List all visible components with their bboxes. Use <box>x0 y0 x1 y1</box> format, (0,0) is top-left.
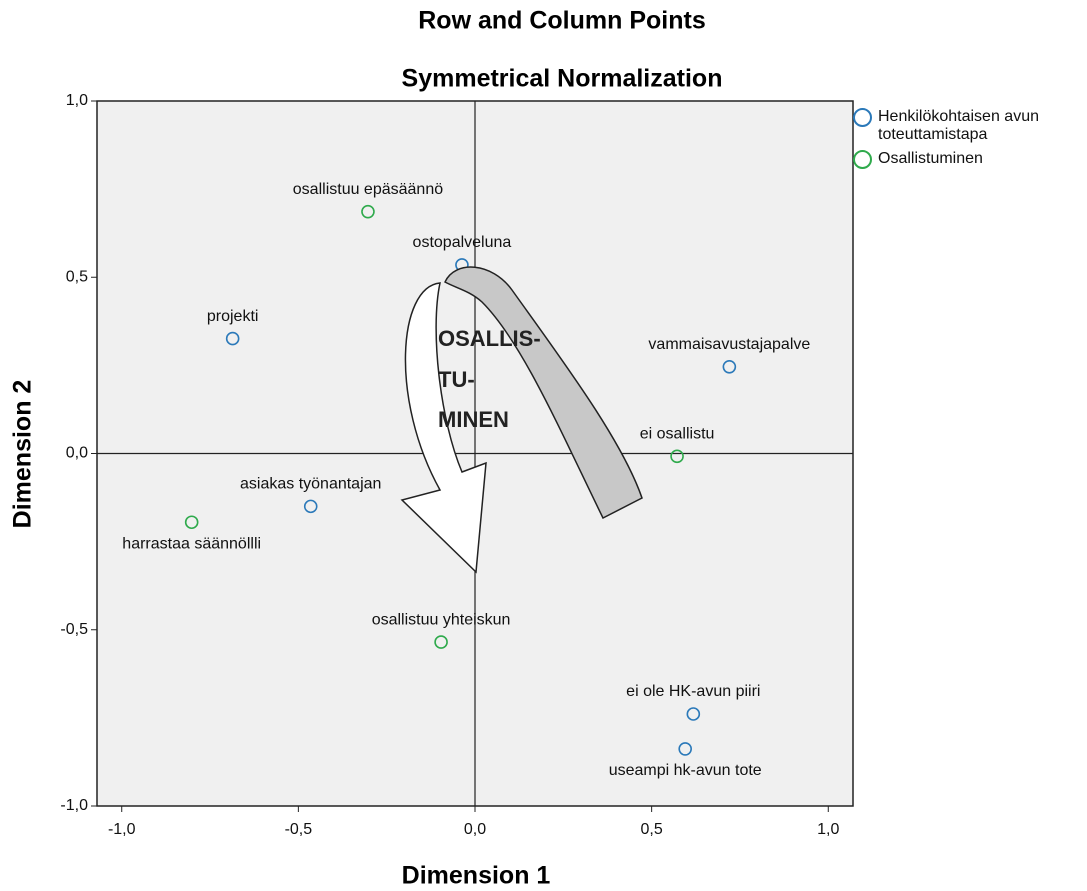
chart-title: Row and Column Points <box>418 7 706 35</box>
annotation: OSALLIS- <box>438 326 541 351</box>
point-label: osallistuu epäsäännö <box>293 181 443 198</box>
point <box>722 359 737 374</box>
point-label: asiakas työnantajan <box>240 476 381 493</box>
point <box>303 499 318 514</box>
x-tick-label: -1,0 <box>108 821 136 838</box>
annotation: TU- <box>438 367 475 392</box>
legend-entry: Osallistuminen <box>853 150 1083 169</box>
point <box>184 515 199 530</box>
point-label: ostopalveluna <box>413 234 512 251</box>
point <box>670 449 684 464</box>
arrow-gray <box>444 266 643 520</box>
x-tick-label: 1,0 <box>817 821 839 838</box>
point <box>678 742 692 756</box>
plot-content: ostopalveluna projekti vammaisavustajapalv… <box>97 101 853 806</box>
x-tick-label: 0,0 <box>464 821 486 838</box>
chart-subtitle: Symmetrical Normalization <box>402 65 723 93</box>
point-label: ei osallistu <box>640 426 715 443</box>
arrow-white <box>400 282 487 574</box>
point <box>225 331 240 346</box>
y-tick-label: 0,5 <box>66 268 88 285</box>
point-label: harrastaa säännöllli <box>122 535 261 552</box>
point <box>361 204 375 219</box>
y-axis-label: Dimension 2 <box>9 380 37 529</box>
y-tick-label: 0,0 <box>66 445 88 462</box>
point-label: useampi hk-avun tote <box>609 762 762 779</box>
point <box>434 635 448 649</box>
annotation: MINEN <box>438 407 509 432</box>
legend-marker <box>853 150 872 169</box>
point-label: projekti <box>207 308 259 325</box>
x-tick-label: -0,5 <box>285 821 313 838</box>
legend-marker <box>853 108 872 127</box>
y-tick-label: 1,0 <box>66 92 88 109</box>
legend-label: Osallistuminen <box>878 150 983 167</box>
x-axis-label: Dimension 1 <box>402 862 551 890</box>
legend-entry: Henkilökohtaisen avun toteuttamistapa <box>853 108 1083 144</box>
point <box>686 707 701 721</box>
y-tick-label: -1,0 <box>60 797 88 814</box>
legend: Henkilökohtaisen avun toteuttamistapa Osa… <box>853 108 1083 174</box>
point-label: vammaisavustajapalve <box>648 336 810 353</box>
y-tick-label: -0,5 <box>60 621 88 638</box>
point-label: ei ole HK-avun piiri <box>626 683 760 700</box>
x-tick-label: 0,5 <box>641 821 663 838</box>
legend-label: Henkilökohtaisen avun toteuttamistapa <box>878 108 1039 143</box>
point-label: osallistuu yhteiskun <box>372 611 511 628</box>
